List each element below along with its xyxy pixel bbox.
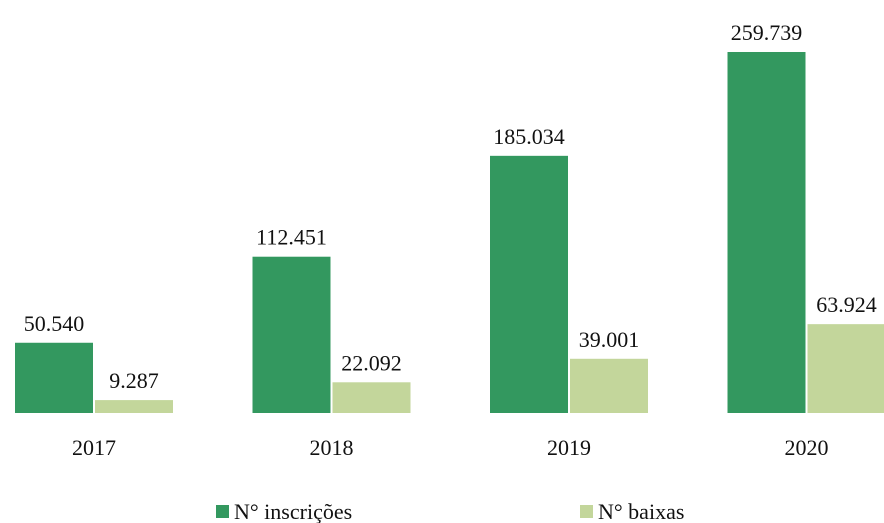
bar (490, 155, 568, 413)
data-label: 185.034 (493, 124, 565, 149)
bar (807, 324, 884, 413)
x-tick-label: 2020 (785, 435, 829, 460)
data-label: 63.924 (816, 292, 877, 317)
data-label: 50.540 (24, 311, 85, 336)
data-label: 259.739 (731, 20, 803, 45)
bar (15, 342, 93, 413)
bar (570, 358, 648, 413)
data-label: 112.451 (256, 225, 327, 250)
legend-label: N° inscrições (234, 499, 352, 523)
data-label: 22.092 (341, 350, 402, 375)
bar (95, 400, 173, 413)
legend-label: N° baixas (598, 499, 684, 523)
x-tick-label: 2018 (310, 435, 354, 460)
bar (727, 52, 806, 413)
x-tick-label: 2019 (547, 435, 591, 460)
data-label: 39.001 (579, 327, 640, 352)
legend-swatch (580, 505, 593, 518)
data-label: 9.287 (109, 368, 159, 393)
bar (332, 382, 411, 413)
legend-swatch (216, 505, 229, 518)
x-tick-label: 2017 (72, 435, 116, 460)
bar (252, 256, 331, 413)
